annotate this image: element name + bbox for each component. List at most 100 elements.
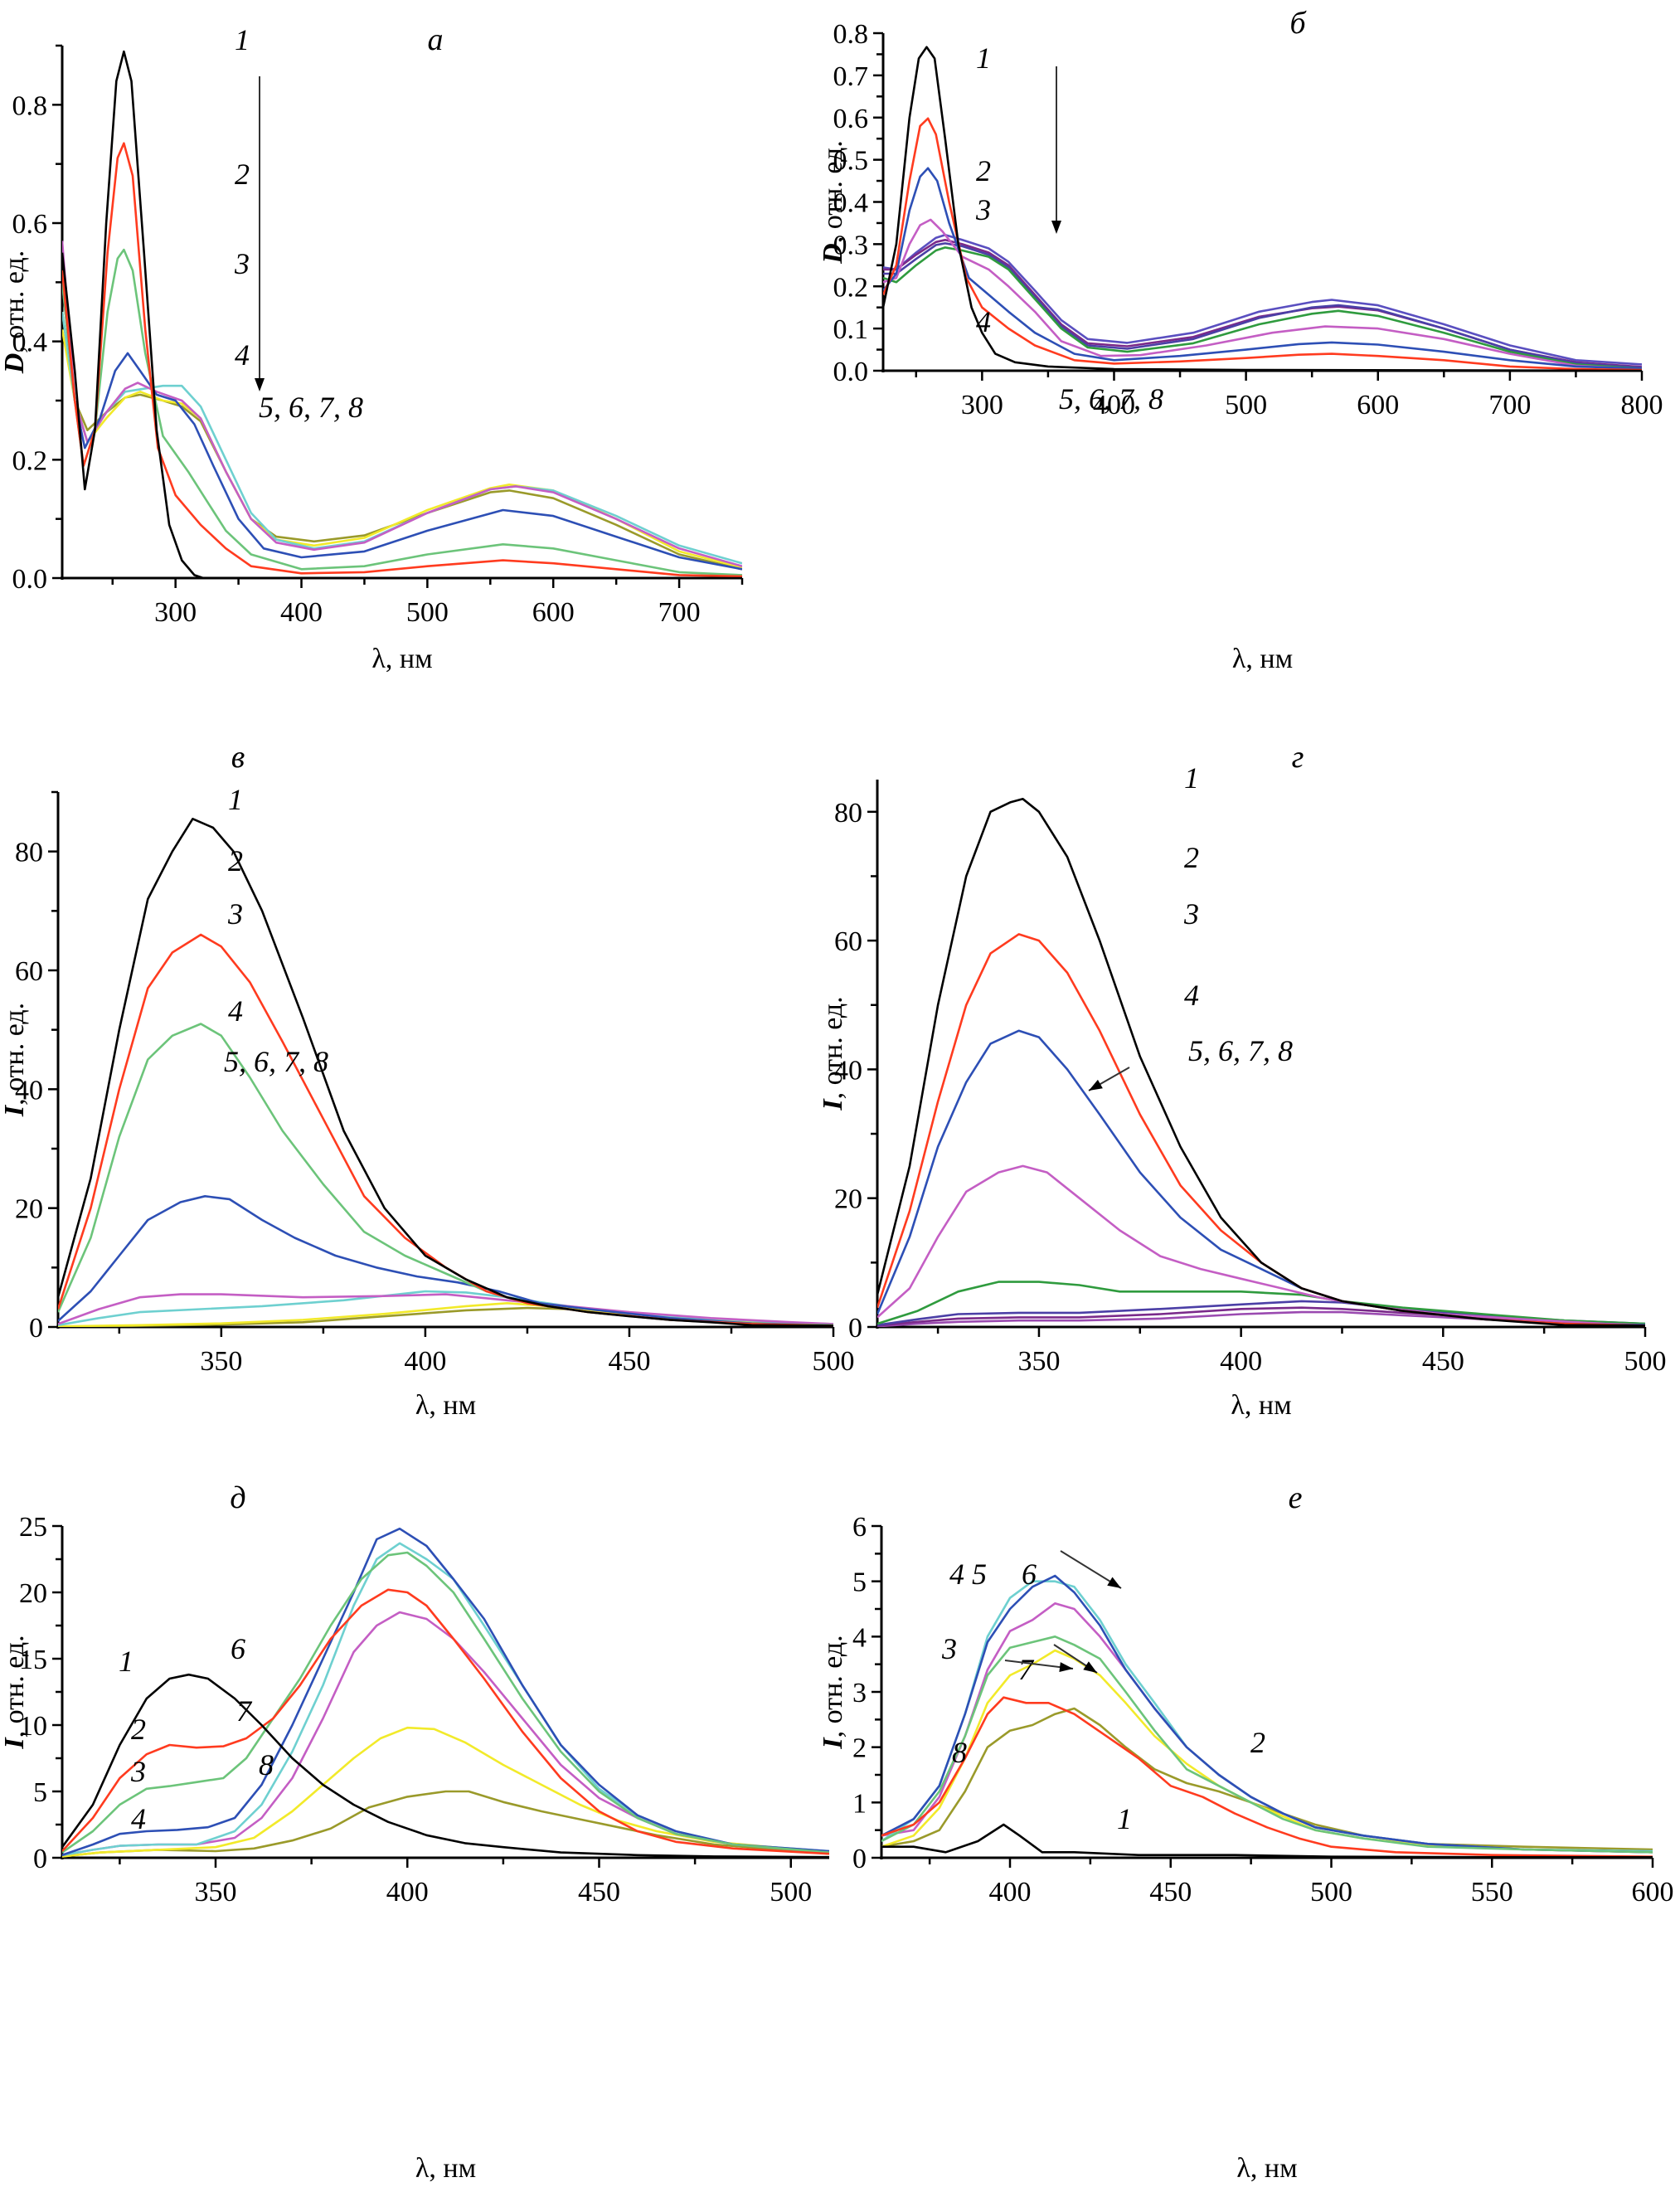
y-axis-label: D, отн. ед. bbox=[0, 250, 30, 375]
series-line-8 bbox=[883, 233, 1642, 366]
curve-label: 4 bbox=[131, 1802, 146, 1835]
curve-label: 3 bbox=[227, 897, 243, 931]
series-line-4 bbox=[62, 1527, 829, 1857]
x-tick-label: 500 bbox=[1624, 1346, 1667, 1377]
series-line-3 bbox=[883, 167, 1642, 370]
series-group bbox=[62, 50, 742, 578]
curve-label: 5, 6, 7, 8 bbox=[1188, 1034, 1293, 1067]
y-axis-unit: , отн. ед. bbox=[0, 250, 30, 353]
series-line-7 bbox=[881, 1649, 1653, 1854]
y-tick-label: 25 bbox=[19, 1512, 47, 1543]
x-tick-label: 350 bbox=[1017, 1346, 1060, 1377]
series-group bbox=[877, 798, 1645, 1327]
y-tick-label: 0.3 bbox=[833, 230, 869, 260]
y-tick-label: 10 bbox=[19, 1711, 47, 1742]
series-line-3 bbox=[62, 1551, 829, 1854]
panel-title: в bbox=[231, 740, 245, 775]
x-tick-label: 500 bbox=[813, 1346, 855, 1377]
panel-title: а bbox=[428, 22, 444, 57]
curve-label: 1 bbox=[1184, 761, 1199, 795]
x-tick-label: 400 bbox=[404, 1346, 446, 1377]
y-tick-label: 0.1 bbox=[833, 314, 869, 345]
arrow-head-icon bbox=[1089, 1079, 1103, 1091]
y-axis-unit: , отн. ед. bbox=[818, 140, 848, 243]
x-axis-label: λ, нм bbox=[1231, 1390, 1291, 1421]
y-axis-label: D, отн. ед. bbox=[818, 140, 848, 265]
y-tick-label: 0 bbox=[33, 1844, 47, 1874]
series-line-3 bbox=[881, 1635, 1653, 1854]
y-tick-label: 0 bbox=[852, 1844, 867, 1874]
x-tick-label: 400 bbox=[280, 597, 323, 628]
series-line-5 bbox=[58, 1293, 833, 1325]
series-line-2 bbox=[883, 117, 1642, 371]
x-tick-label: 400 bbox=[1220, 1346, 1262, 1377]
curve-label: 3 bbox=[130, 1755, 146, 1788]
curve-label: 5, 6, 7, 8 bbox=[1059, 382, 1163, 416]
y-axis-variable: I bbox=[0, 1737, 30, 1750]
y-axis-unit: , отн. ед. bbox=[0, 1003, 30, 1106]
series-group bbox=[58, 818, 833, 1327]
series-group bbox=[883, 46, 1642, 371]
y-tick-label: 1 bbox=[852, 1788, 867, 1819]
series-line-5 bbox=[883, 246, 1642, 370]
series-line-4 bbox=[58, 1195, 833, 1327]
curve-label: 3 bbox=[234, 247, 250, 280]
series-line-3 bbox=[62, 248, 742, 576]
x-tick-label: 500 bbox=[770, 1877, 812, 1908]
y-tick-label: 80 bbox=[834, 798, 862, 829]
series-line-1 bbox=[62, 1673, 829, 1858]
arrow-head-icon bbox=[1083, 1661, 1097, 1673]
y-tick-label: 0.0 bbox=[833, 357, 869, 387]
curve-label: 1 bbox=[228, 783, 243, 816]
series-line-1 bbox=[881, 1823, 1653, 1858]
x-tick-label: 300 bbox=[961, 390, 1003, 420]
curve-label: 6 bbox=[231, 1632, 245, 1665]
series-line-5 bbox=[877, 1281, 1645, 1325]
y-tick-label: 0.2 bbox=[833, 272, 869, 303]
x-tick-label: 300 bbox=[154, 597, 197, 628]
panel-title: г bbox=[1292, 740, 1304, 775]
arrow-head-icon bbox=[255, 378, 265, 391]
series-line-4 bbox=[881, 1574, 1653, 1854]
y-tick-label: 4 bbox=[852, 1622, 867, 1653]
series-line-4 bbox=[883, 218, 1642, 371]
series-line-5 bbox=[62, 1542, 829, 1857]
x-tick-label: 450 bbox=[1422, 1346, 1464, 1377]
y-axis-variable: I bbox=[818, 1737, 848, 1750]
curve-label: 3 bbox=[941, 1632, 957, 1665]
y-axis-label: I, отн. ед. bbox=[818, 996, 848, 1111]
arrow-head-icon bbox=[1059, 1662, 1073, 1673]
y-tick-label: 0.5 bbox=[833, 146, 869, 177]
series-line-2 bbox=[877, 933, 1645, 1327]
curve-label: 2 bbox=[228, 844, 243, 877]
y-axis-variable: I bbox=[0, 1104, 30, 1117]
x-tick-label: 700 bbox=[658, 597, 701, 628]
x-tick-label: 550 bbox=[1471, 1877, 1513, 1908]
curve-label: 2 bbox=[131, 1713, 146, 1746]
y-tick-label: 60 bbox=[15, 956, 43, 987]
series-line-3 bbox=[877, 1029, 1645, 1326]
x-tick-label: 600 bbox=[1357, 390, 1399, 420]
curve-label: 1 bbox=[1117, 1802, 1132, 1835]
y-tick-label: 5 bbox=[33, 1777, 47, 1808]
series-line-2 bbox=[881, 1696, 1653, 1858]
x-tick-label: 350 bbox=[195, 1877, 237, 1908]
chart-panel-a: 300 400 500 600 700 0.0 0.2 0.4 0.6 0.8 а λ, нм D, о… bbox=[0, 22, 744, 674]
y-axis-variable: D bbox=[0, 353, 30, 375]
y-tick-label: 3 bbox=[852, 1678, 867, 1708]
panel-title: б bbox=[1289, 6, 1307, 41]
y-axis-variable: D bbox=[818, 243, 848, 265]
y-tick-label: 20 bbox=[15, 1194, 43, 1225]
x-axis-label: λ, нм bbox=[415, 1390, 476, 1421]
y-tick-label: 0.0 bbox=[12, 564, 48, 595]
chart-panel-b: 300 400 500 600 700 800 0.0 0.1 0.2 0.3 0.4 0.5 0.6 0… bbox=[818, 6, 1663, 674]
curve-label: 4 bbox=[235, 338, 250, 372]
y-tick-label: 0.4 bbox=[12, 328, 48, 358]
y-tick-label: 6 bbox=[852, 1512, 867, 1543]
curve-label: 3 bbox=[975, 193, 991, 226]
x-tick-label: 500 bbox=[406, 597, 449, 628]
y-tick-label: 20 bbox=[834, 1184, 862, 1215]
series-line-1 bbox=[877, 798, 1645, 1327]
